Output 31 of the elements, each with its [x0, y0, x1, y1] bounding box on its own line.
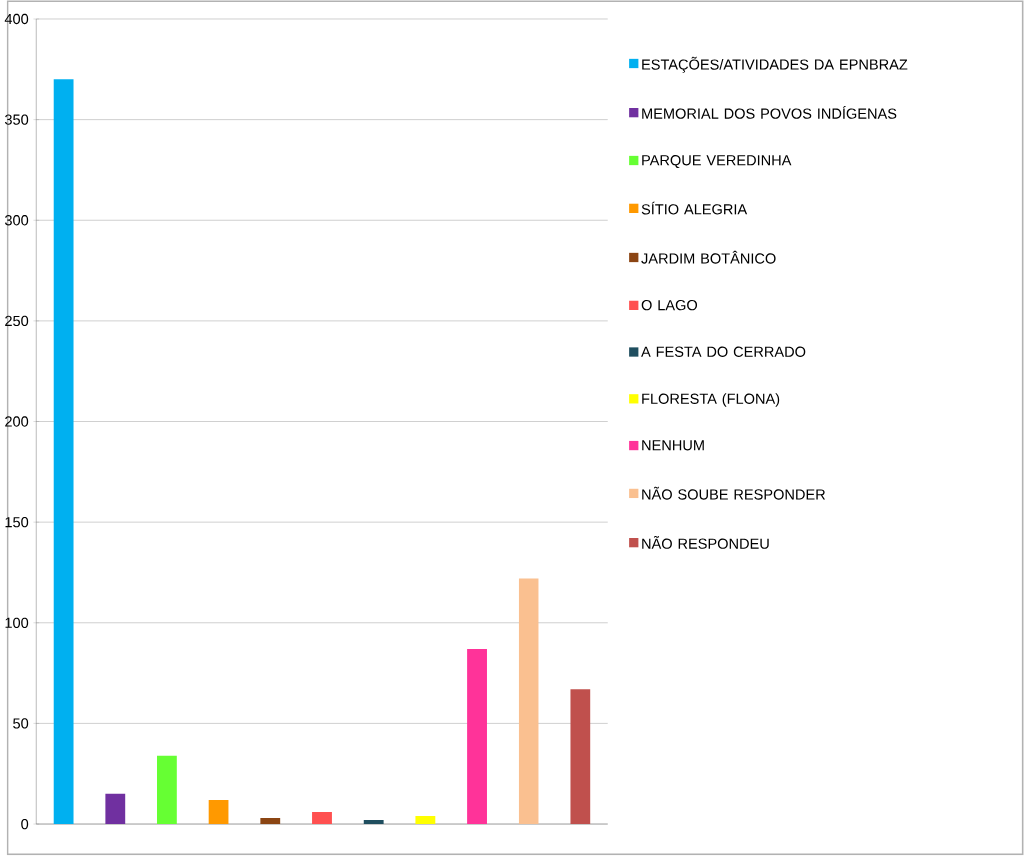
- bar: [518, 578, 539, 825]
- legend-label: A FESTA DO CERRADO: [641, 346, 806, 358]
- bar: [208, 800, 229, 825]
- legend-label: NENHUM: [642, 440, 704, 451]
- bar: [53, 79, 74, 825]
- legend-label: PARQUE VEREDINHA: [642, 155, 792, 169]
- bar: [312, 812, 332, 825]
- bar: [415, 816, 436, 825]
- bar: [363, 820, 384, 825]
- y-tick-label: 350: [4, 114, 29, 125]
- y-tick-label: 100: [5, 617, 29, 629]
- legend-label: O LAGO: [641, 300, 698, 311]
- bar: [260, 818, 281, 825]
- legend-label: NÃO RESPONDEU: [642, 536, 769, 549]
- legend-label: FLORESTA (FLONA): [642, 393, 780, 407]
- y-tick-label: 400: [4, 13, 29, 25]
- legend-label: MEMORIAL DOS POVOS INDÍGENAS: [642, 106, 897, 119]
- y-tick-label: 50: [13, 718, 29, 729]
- y-tick-label: 150: [5, 517, 29, 528]
- bar: [570, 689, 591, 825]
- bar: [105, 793, 126, 825]
- legend-label: SÍTIO ALEGRIA: [641, 201, 748, 215]
- legend-label: ESTAÇÕES/ATIVIDADES DA EPNBRAZ: [642, 56, 908, 73]
- y-tick-label: 300: [4, 215, 29, 226]
- legend-label: NÃO SOUBE RESPONDER: [642, 486, 826, 500]
- bar: [157, 755, 177, 825]
- y-tick-label: 200: [5, 416, 29, 427]
- legend-label: JARDIM BOTÂNICO: [641, 250, 776, 264]
- y-tick-label: 250: [5, 315, 29, 327]
- bar: [467, 649, 487, 825]
- y-tick-label: 0: [21, 819, 29, 830]
